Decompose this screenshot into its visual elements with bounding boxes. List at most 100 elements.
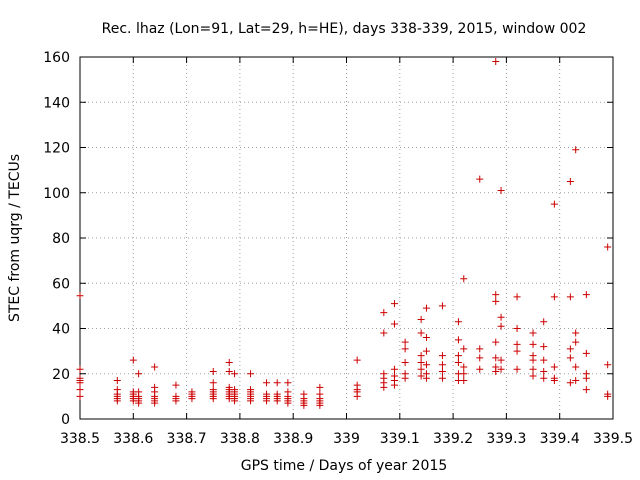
data-point: [76, 392, 84, 400]
data-point: [300, 401, 308, 409]
x-tick-label: 338.7: [167, 431, 207, 447]
axis-ticks: [79, 56, 614, 420]
data-point: [76, 365, 84, 373]
data-point: [540, 343, 548, 351]
data-point: [76, 386, 84, 394]
data-point: [529, 356, 537, 364]
data-point: [529, 329, 537, 337]
data-point: [492, 58, 500, 66]
data-point: [113, 397, 121, 405]
data-point: [284, 379, 292, 387]
data-point: [380, 329, 388, 337]
data-point: [401, 345, 409, 353]
data-point: [454, 358, 462, 366]
data-point: [172, 381, 180, 389]
y-tick-label: 120: [43, 141, 70, 157]
data-point: [454, 318, 462, 326]
data-point: [247, 370, 255, 378]
y-tick-label: 140: [43, 95, 70, 111]
data-point: [572, 363, 580, 371]
data-point: [582, 291, 590, 299]
data-point: [566, 379, 574, 387]
data-point: [231, 370, 239, 378]
data-point: [460, 275, 468, 283]
data-point: [497, 322, 505, 330]
x-tick-label: 339.5: [593, 431, 633, 447]
data-point: [422, 361, 430, 369]
data-point: [497, 365, 505, 373]
data-point: [513, 325, 521, 332]
data-point: [417, 372, 425, 380]
x-tick-label: 338.8: [220, 431, 260, 447]
data-point: [582, 349, 590, 357]
y-tick-label: 20: [52, 367, 70, 383]
data-point: [540, 318, 548, 326]
data-point: [566, 354, 574, 362]
data-point: [566, 177, 574, 185]
data-point: [529, 365, 537, 373]
data-point: [135, 370, 143, 378]
y-tick-label: 40: [52, 322, 70, 338]
data-point: [540, 356, 548, 364]
data-point: [316, 383, 324, 391]
data-point: [572, 329, 580, 337]
data-point: [401, 338, 409, 346]
data-point: [540, 367, 548, 375]
data-point: [417, 315, 425, 323]
data-point: [529, 372, 537, 380]
x-tick-label: 338.6: [113, 431, 153, 447]
data-point: [390, 365, 398, 373]
x-tick-label: 339.3: [486, 431, 526, 447]
data-point: [513, 347, 521, 355]
data-point: [316, 401, 324, 409]
data-point: [422, 334, 430, 342]
data-point: [582, 386, 590, 394]
chart-title: Rec. lhaz (Lon=91, Lat=29, h=HE), days 3…: [102, 21, 587, 37]
data-point: [263, 397, 271, 405]
data-point: [492, 354, 500, 362]
data-point: [492, 367, 500, 375]
y-tick-labels: 0 20 40 60 80 100 120 140 160: [43, 50, 70, 428]
data-point: [572, 146, 580, 154]
data-point: [604, 243, 612, 251]
data-point: [460, 345, 468, 353]
data-point: [390, 320, 398, 328]
data-point: [225, 358, 233, 366]
data-point: [438, 361, 446, 369]
data-point: [422, 374, 430, 382]
data-point: [247, 397, 255, 405]
data-point: [284, 399, 292, 407]
data-point: [353, 356, 361, 364]
data-point: [438, 352, 446, 360]
data-points: [76, 58, 612, 409]
data-point: [513, 340, 521, 348]
data-point: [540, 374, 548, 382]
data-point: [401, 358, 409, 366]
data-point: [380, 309, 388, 317]
data-point: [492, 291, 500, 299]
data-point: [438, 302, 446, 310]
data-point: [225, 367, 233, 375]
data-point: [572, 338, 580, 346]
x-tick-label: 339: [333, 431, 360, 447]
data-point: [460, 370, 468, 378]
data-point: [401, 374, 409, 382]
data-point: [231, 397, 239, 405]
data-point: [513, 293, 521, 301]
data-point: [529, 340, 537, 348]
y-axis-label: STEC from uqrg / TECUs: [7, 154, 23, 322]
data-point: [460, 363, 468, 371]
data-point: [497, 313, 505, 321]
y-tick-label: 0: [61, 412, 70, 428]
data-point: [438, 367, 446, 375]
data-point: [476, 354, 484, 362]
data-point: [454, 352, 462, 360]
data-point: [390, 300, 398, 308]
data-point: [476, 175, 484, 183]
data-point: [273, 397, 281, 405]
x-tick-label: 339.2: [433, 431, 473, 447]
data-point: [476, 365, 484, 373]
data-point: [582, 374, 590, 382]
y-tick-label: 160: [43, 50, 70, 66]
